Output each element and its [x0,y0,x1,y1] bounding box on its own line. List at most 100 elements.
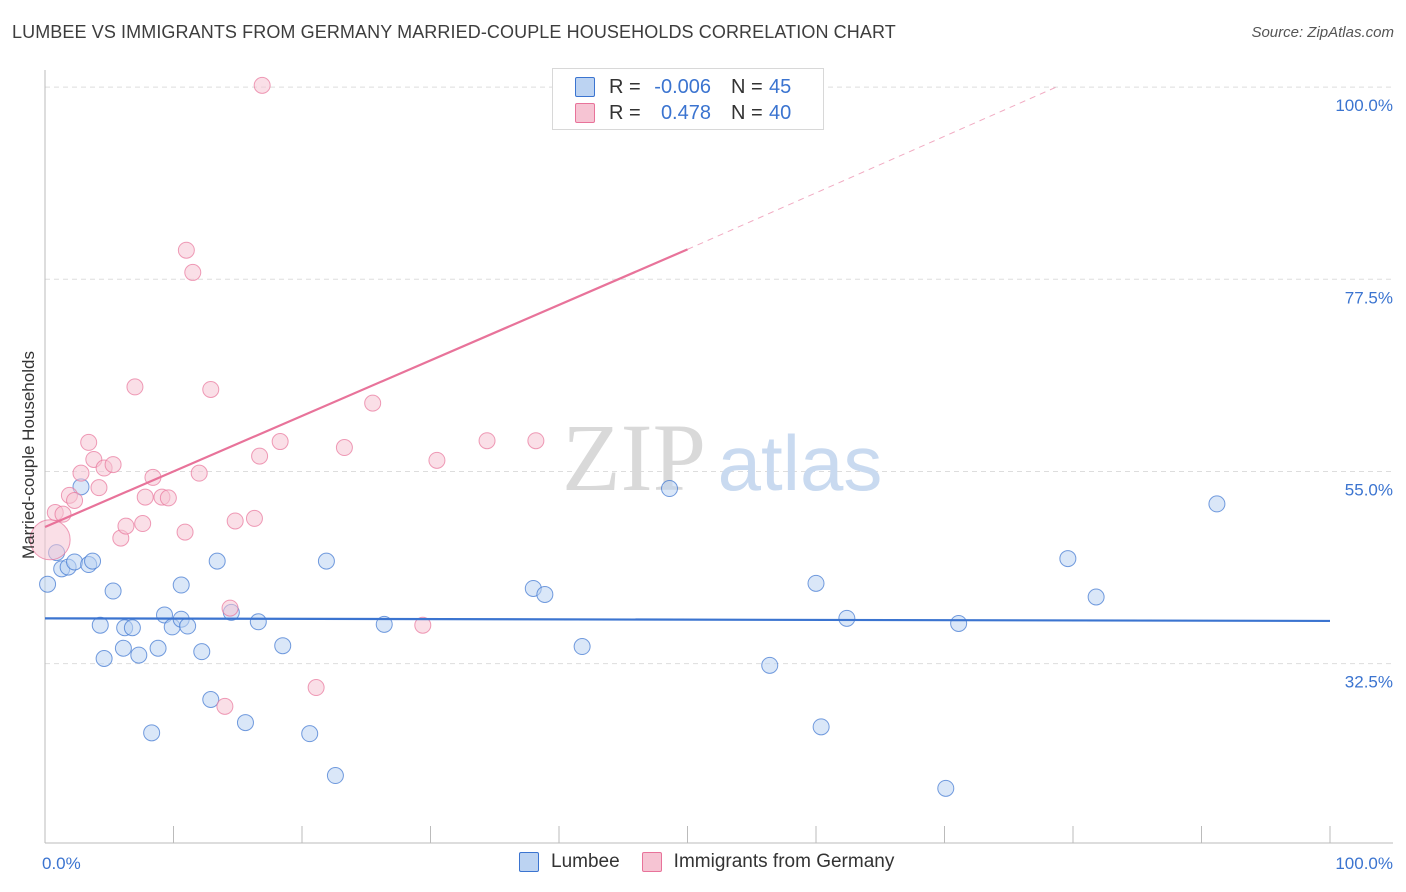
lumbee-point [114,639,132,657]
lumbee-point [172,576,190,594]
germany-trend-extension [687,86,1057,250]
lumbee-point [1059,550,1077,568]
lumbee-point [143,724,161,742]
germany-point [253,76,271,94]
lumbee-point [761,656,779,674]
lumbee-point [202,691,220,709]
lumbee-point [66,553,84,571]
y-tick-label: 100.0% [1335,96,1393,115]
germany-point [29,519,71,561]
lumbee-point [149,639,167,657]
germany-point [251,447,269,465]
lumbee-point [130,646,148,664]
lumbee-point [950,614,968,632]
lumbee-point [208,552,226,570]
legend-swatch-germany [575,103,595,123]
germany-point [226,512,244,530]
germany-point [335,439,353,457]
germany-point [190,464,208,482]
watermark-atlas: atlas [718,419,883,507]
lumbee-point [84,552,102,570]
lumbee-point [1087,588,1105,606]
chart-title: LUMBEE VS IMMIGRANTS FROM GERMANY MARRIE… [12,22,896,42]
legend-r-value: 0.478 [660,101,711,124]
trend-lines [44,86,1331,623]
series-germany-points [29,76,673,715]
lumbee-point [104,582,122,600]
legend-label-germany: Immigrants from Germany [673,851,895,872]
legend-r-label: R = [609,75,641,98]
watermark-zip: ZIP [562,404,706,511]
legend-n-value: 45 [769,75,792,98]
germany-point [202,380,220,398]
germany-point [527,432,545,450]
legend-item-lumbee[interactable]: Lumbee [519,851,620,873]
legend-item-germany[interactable]: Immigrants from Germany [641,851,895,873]
legend-r-label: R = [609,101,641,124]
lumbee-point [317,552,335,570]
legend-swatch-lumbee [575,77,595,97]
y-tick-label: 32.5% [1345,673,1393,692]
source-label: Source: ZipAtlas.com [1251,24,1394,41]
lumbee-point [95,650,113,668]
germany-point [117,517,135,535]
legend-n-label: N = [731,101,763,124]
lumbee-point [937,779,955,797]
x-tick-label: 100.0% [1335,854,1393,873]
legend-row-lumbee: R = -0.006 N = 45 [575,75,809,99]
germany-point [72,464,90,482]
lumbee-point [807,574,825,592]
germany-point [104,456,122,474]
lumbee-point [39,575,57,593]
germany-point [245,509,263,527]
y-tick-label: 77.5% [1345,288,1393,307]
legend-r-value: -0.006 [654,75,711,98]
x-tick-label: 0.0% [42,854,81,873]
series-lumbee-points [39,478,1226,797]
germany-point [478,432,496,450]
lumbee-point [249,613,267,631]
lumbee-point [274,637,292,655]
y-tick-label: 55.0% [1345,480,1393,499]
germany-point [159,489,177,507]
series-legend: Lumbee Immigrants from Germany [519,851,916,873]
stats-legend: R = -0.006 N = 45 R = 0.478 N = 40 [552,68,824,130]
y-axis-label: Married-couple Households [19,351,38,559]
lumbee-trend-line [44,617,1331,623]
lumbee-point [301,725,319,743]
germany-point [80,433,98,451]
legend-label-lumbee: Lumbee [551,851,620,872]
germany-point [414,616,432,634]
lumbee-point [236,714,254,732]
germany-point [216,697,234,715]
legend-swatch-lumbee [519,852,539,872]
lumbee-point [536,585,554,603]
legend-row-germany: R = 0.478 N = 40 [575,101,809,125]
axes [44,70,1393,844]
legend-n-label: N = [731,75,763,98]
legend-n-value: 40 [769,101,792,124]
lumbee-point [1208,495,1226,513]
tick-labels: 32.5% 55.0% 77.5% 100.0% 0.0% 100.0% [42,96,1393,873]
lumbee-point [838,609,856,627]
germany-point [126,378,144,396]
lumbee-point [179,617,197,635]
lumbee-point [661,480,679,498]
germany-trend-line [44,248,688,528]
germany-point [184,263,202,281]
lumbee-point [812,718,830,736]
germany-point [90,479,108,497]
lumbee-point [123,619,141,637]
lumbee-point [326,767,344,785]
lumbee-point [375,615,393,633]
germany-point [307,679,325,697]
lumbee-point [91,616,109,634]
germany-point [428,451,446,469]
germany-point [271,433,289,451]
germany-point [66,491,84,509]
legend-swatch-germany [641,852,662,872]
germany-point [136,488,154,506]
germany-point [177,241,195,259]
germany-point [134,515,152,533]
